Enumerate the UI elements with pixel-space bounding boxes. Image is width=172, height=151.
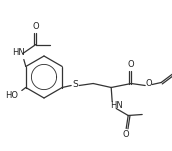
Text: O: O bbox=[128, 60, 135, 69]
Text: O: O bbox=[33, 22, 39, 31]
Text: O: O bbox=[123, 130, 130, 139]
Text: HN: HN bbox=[110, 101, 123, 110]
Text: O: O bbox=[146, 79, 153, 88]
Text: HO: HO bbox=[5, 91, 18, 100]
Text: HN: HN bbox=[12, 48, 25, 57]
Text: S: S bbox=[72, 80, 78, 89]
